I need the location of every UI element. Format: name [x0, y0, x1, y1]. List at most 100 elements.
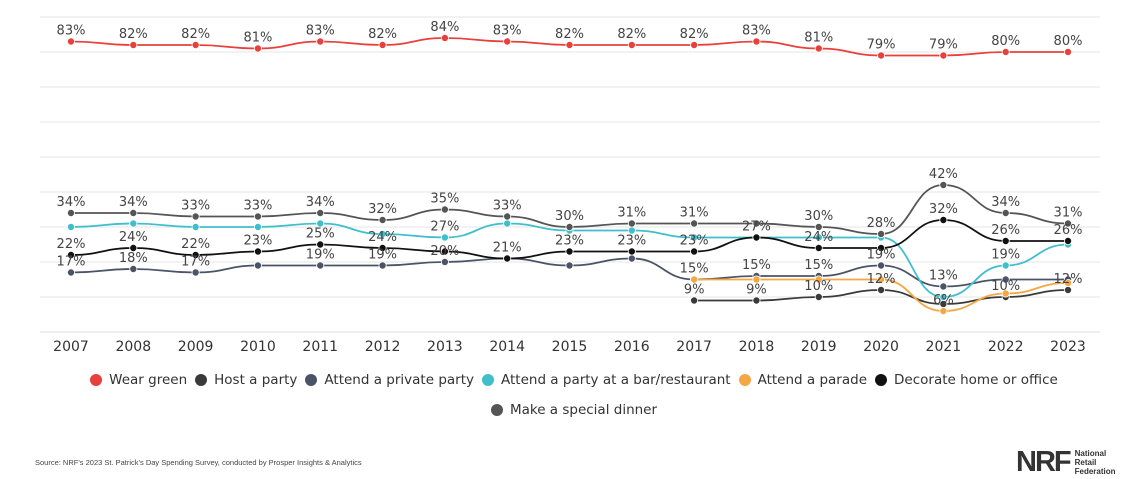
data-point: [503, 212, 512, 221]
data-point: [1064, 278, 1073, 287]
logo-line: Retail: [1074, 458, 1097, 467]
data-point: [378, 229, 387, 238]
data-label: 9%: [684, 283, 705, 298]
data-point: [316, 261, 325, 270]
x-tick-label: 2018: [739, 339, 775, 355]
data-label: 24%: [804, 230, 833, 245]
x-tick-label: 2014: [489, 339, 525, 355]
logo-line: National: [1074, 449, 1107, 458]
data-label: 15%: [742, 258, 771, 273]
data-label: 27%: [742, 220, 771, 235]
data-point: [129, 243, 138, 252]
data-label: 81%: [243, 31, 272, 46]
data-point: [877, 275, 886, 284]
x-tick-label: 2012: [365, 339, 401, 355]
data-point: [316, 219, 325, 228]
data-point: [129, 41, 138, 50]
legend-label: Wear green: [109, 372, 188, 388]
data-label: 10%: [991, 279, 1020, 294]
nrf-logo: NRF National Retail Federation: [1016, 448, 1116, 477]
x-tick-label: 2022: [988, 339, 1024, 355]
data-label: 32%: [929, 202, 958, 217]
data-label: 32%: [368, 202, 397, 217]
data-point: [939, 51, 948, 60]
data-point: [378, 243, 387, 252]
legend-item[interactable]: Make a special dinner: [490, 402, 657, 418]
data-point: [253, 212, 262, 221]
data-label: 80%: [1054, 34, 1083, 49]
data-point: [690, 41, 699, 50]
logo-line: Federation: [1074, 467, 1116, 476]
data-point: [814, 233, 823, 242]
data-label: 17%: [181, 255, 210, 270]
x-tick-label: 2011: [302, 339, 338, 355]
data-label: 30%: [555, 209, 584, 224]
data-label: 35%: [430, 192, 459, 207]
data-label: 19%: [867, 248, 896, 263]
legend-label: Attend a parade: [757, 372, 868, 388]
data-label: 82%: [368, 27, 397, 42]
x-tick-label: 2019: [801, 339, 837, 355]
data-label: 22%: [57, 237, 86, 252]
source-note: Source: NRF's 2023 St. Patrick's Day Spe…: [35, 458, 362, 467]
data-point: [877, 51, 886, 60]
data-label: 33%: [181, 199, 210, 214]
data-point: [253, 261, 262, 270]
data-point: [1064, 48, 1073, 57]
data-point: [752, 219, 761, 228]
x-tick-label: 2016: [614, 339, 650, 355]
data-label: 34%: [57, 195, 86, 210]
data-label: 17%: [57, 255, 86, 270]
data-point: [440, 205, 449, 214]
data-point: [814, 44, 823, 53]
data-point: [627, 219, 636, 228]
legend-item[interactable]: Attend a private party: [305, 372, 474, 388]
legend-item[interactable]: Wear green: [90, 372, 187, 388]
series-line-wear-green: [70, 37, 1068, 57]
legend-item[interactable]: Host a party: [195, 372, 297, 388]
data-point: [877, 229, 886, 238]
legend-label: Attend a private party: [324, 372, 474, 388]
data-point: [440, 34, 449, 43]
data-point: [939, 292, 948, 301]
data-point: [129, 264, 138, 273]
x-tick-label: 2020: [863, 339, 899, 355]
data-point: [752, 296, 761, 305]
legend-dot-icon: [875, 374, 888, 386]
data-label: 31%: [1054, 206, 1083, 221]
legend-item[interactable]: Decorate home or office: [875, 372, 1058, 388]
data-point: [253, 222, 262, 231]
data-label: 79%: [867, 38, 896, 53]
data-point: [253, 247, 262, 256]
data-label: 15%: [680, 262, 709, 277]
legend-item[interactable]: Attend a party at a bar/restaurant: [482, 372, 731, 388]
data-label: 30%: [804, 209, 833, 224]
data-point: [690, 275, 699, 284]
data-point: [627, 41, 636, 50]
data-point: [191, 268, 200, 277]
data-label: 20%: [430, 244, 459, 259]
data-point: [752, 37, 761, 46]
data-point: [378, 261, 387, 270]
legend-item[interactable]: Attend a parade: [738, 372, 868, 388]
legend-label: Attend a party at a bar/restaurant: [501, 372, 731, 388]
data-point: [316, 37, 325, 46]
data-label: 19%: [306, 248, 335, 263]
data-label: 12%: [867, 272, 896, 287]
x-tick-label: 2009: [178, 339, 214, 355]
data-point: [67, 268, 76, 277]
data-point: [440, 233, 449, 242]
data-point: [877, 243, 886, 252]
data-point: [690, 219, 699, 228]
data-point: [1001, 208, 1010, 217]
data-label: 80%: [991, 34, 1020, 49]
data-point: [503, 37, 512, 46]
logo-mark: NRF: [1016, 446, 1072, 478]
data-label: 23%: [243, 234, 272, 249]
data-label: 42%: [929, 167, 958, 182]
data-point: [1064, 219, 1073, 228]
data-point: [690, 296, 699, 305]
legend-dot-icon: [482, 374, 494, 386]
data-point: [1001, 289, 1010, 298]
